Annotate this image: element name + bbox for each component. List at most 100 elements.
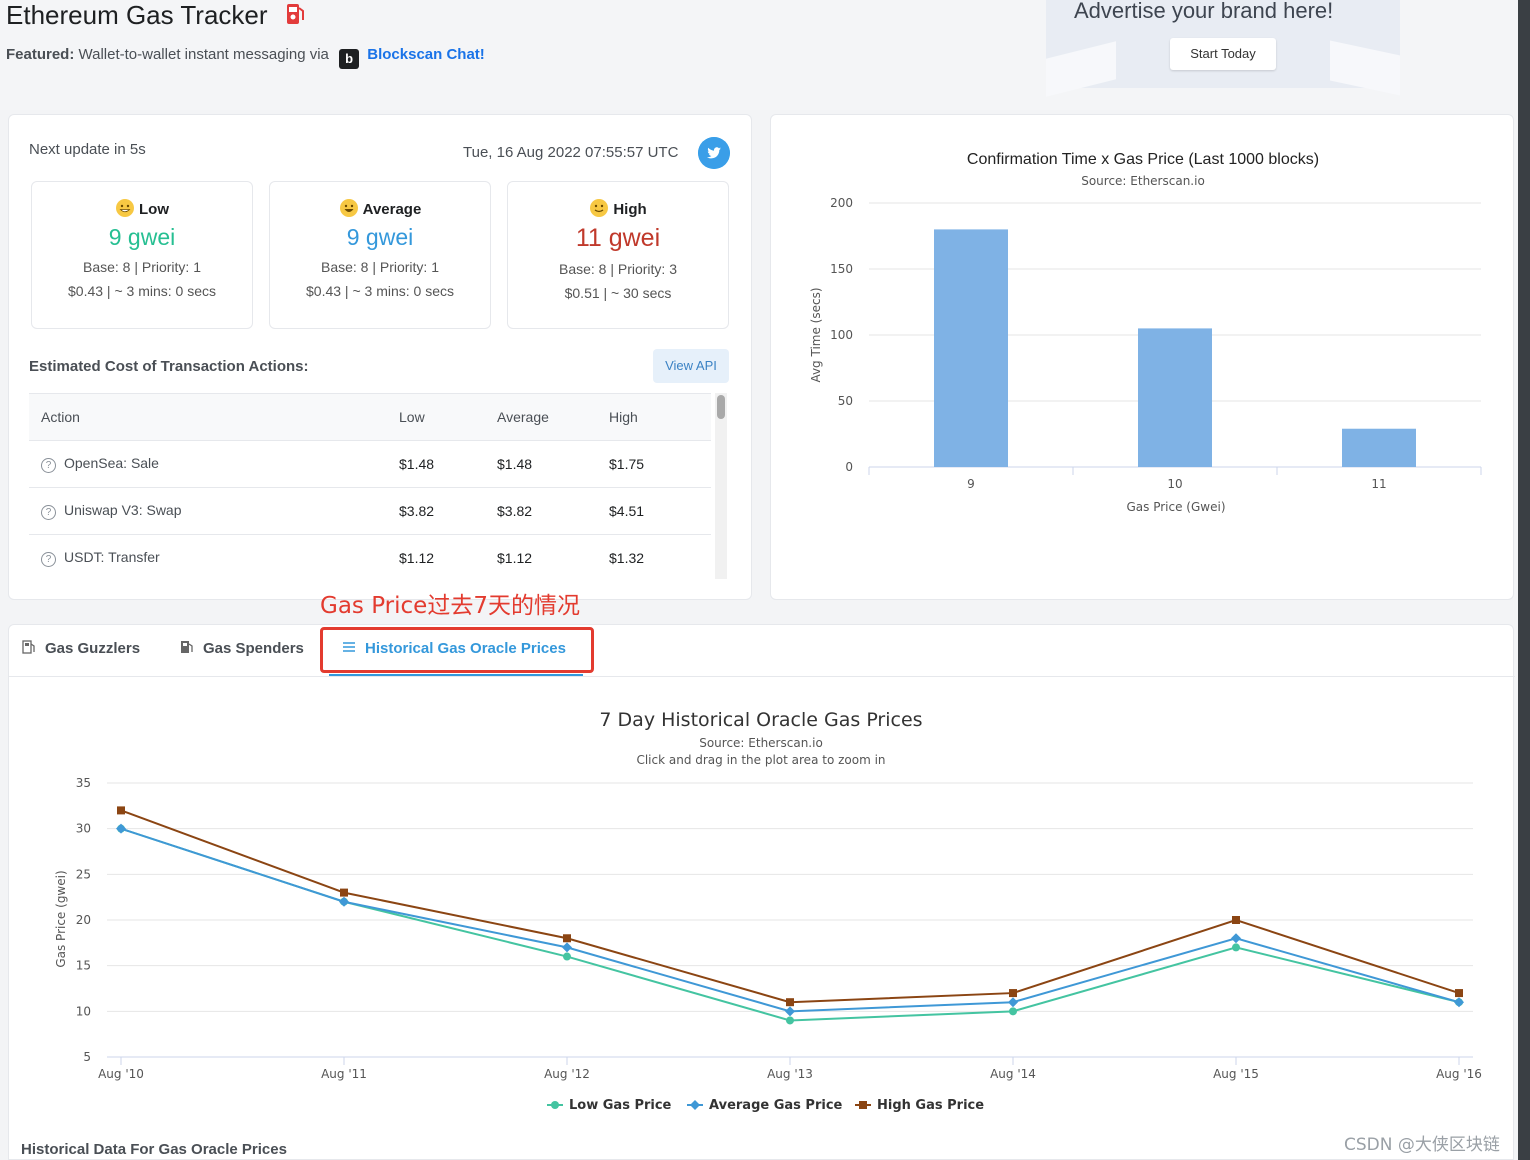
confirmation-time-chart[interactable]: Confirmation Time x Gas Price (Last 1000… <box>771 115 1515 601</box>
line-x-tick-label: Aug '12 <box>544 1067 590 1081</box>
gas-box-low: Low 9 gwei Base: 8 | Priority: 1 $0.43 |… <box>31 181 253 329</box>
ad-text: Advertise your brand here! <box>1074 0 1334 23</box>
ad-banner[interactable]: Advertise your brand here! Start Today <box>1046 0 1400 97</box>
high-cost: $0.51 | ~ 30 secs <box>564 285 672 301</box>
line-y-tick-label: 20 <box>76 913 91 927</box>
series-line-0 <box>120 827 1460 1022</box>
line-chart-subtitle: Source: Etherscan.io <box>699 736 823 750</box>
data-point <box>1232 916 1240 924</box>
column-header-low: Low <box>399 393 497 441</box>
bar-x-tick-label: 9 <box>967 477 975 491</box>
bar-y-tick-label: 150 <box>830 262 853 276</box>
average-price: 9 gwei <box>346 224 414 250</box>
page-title: Ethereum Gas Tracker <box>6 0 305 31</box>
line-x-tick-label: Aug '16 <box>1436 1067 1482 1081</box>
line-y-tick-label: 5 <box>83 1050 91 1064</box>
tab-historical-gas-oracle-prices[interactable]: Historical Gas Oracle Prices <box>341 639 566 657</box>
bar-9 <box>934 229 1008 467</box>
table-scrollbar[interactable] <box>715 393 727 579</box>
ad-decoration <box>1046 41 1116 97</box>
data-point <box>1232 943 1240 952</box>
cell-low: $3.82 <box>399 487 497 535</box>
historical-card: Gas Guzzlers Gas Spenders Historical Gas… <box>8 624 1515 1160</box>
tab-gas-spenders[interactable]: Gas Spenders <box>179 639 304 657</box>
line-x-tick-label: Aug '10 <box>98 1067 144 1081</box>
window-edge <box>1518 0 1530 1160</box>
data-point <box>786 1016 794 1025</box>
annotation-text: Gas Price过去7天的情况 <box>320 593 580 619</box>
blockscan-chat-link[interactable]: Blockscan Chat! <box>367 46 485 63</box>
gas-box-high: High 11 gwei Base: 8 | Priority: 3 $0.51… <box>507 181 729 329</box>
gas-pump-outline-icon <box>22 640 35 654</box>
data-point <box>1455 989 1463 998</box>
next-update-text: Next update in 5s <box>29 141 146 158</box>
data-point <box>563 952 571 961</box>
data-point <box>1009 989 1017 998</box>
high-base: Base: 8 | Priority: 3 <box>558 261 677 277</box>
bar-y-tick-label: 0 <box>845 460 853 474</box>
line-y-tick-label: 25 <box>76 867 91 881</box>
data-point <box>116 823 126 834</box>
question-circle-icon[interactable]: ? <box>41 505 56 520</box>
tab-gas-guzzlers[interactable]: Gas Guzzlers <box>21 639 140 657</box>
line-chart-hint: Click and drag in the plot area to zoom … <box>636 753 885 767</box>
average-cost: $0.43 | ~ 3 mins: 0 secs <box>306 283 454 299</box>
data-point <box>1008 997 1018 1008</box>
cell-average: $1.12 <box>497 550 533 567</box>
tab-bar: Gas Guzzlers Gas Spenders Historical Gas… <box>9 625 1515 677</box>
annotation-highlight-box <box>320 627 594 673</box>
level-label: Average <box>362 201 422 218</box>
data-point <box>1231 933 1241 944</box>
data-point <box>562 942 572 953</box>
table-header-row: Action Low Average High <box>29 393 711 441</box>
view-api-button[interactable]: View API <box>653 349 729 383</box>
bar-chart-ylabel: Avg Time (secs) <box>809 287 823 382</box>
grin-face-icon <box>116 199 134 217</box>
historical-data-caption: Historical Data For Gas Oracle Prices <box>21 1141 287 1158</box>
line-x-tick-label: Aug '11 <box>321 1067 367 1081</box>
cell-high: $1.75 <box>609 440 711 488</box>
line-y-tick-label: 30 <box>76 822 91 836</box>
table-row: ? USDT: Transfer $1.12 $1.12 $1.32 <box>29 535 711 582</box>
line-chart-title: 7 Day Historical Oracle Gas Prices <box>599 709 922 731</box>
timestamp: Tue, 16 Aug 2022 07:55:57 UTC <box>463 144 679 161</box>
line-y-tick-label: 15 <box>76 959 91 973</box>
blockscan-logo: b <box>339 49 360 69</box>
series-line-2 <box>120 809 1460 1004</box>
action-name: USDT: Transfer <box>64 549 160 566</box>
bar-y-tick-label: 100 <box>830 328 853 342</box>
bar-chart-title: Confirmation Time x Gas Price (Last 1000… <box>967 151 1319 168</box>
bar-11 <box>1342 428 1416 467</box>
legend-label: Low Gas Price <box>569 1098 672 1113</box>
gas-box-average: Average 9 gwei Base: 8 | Priority: 1 $0.… <box>269 181 491 329</box>
estimated-cost-title: Estimated Cost of Transaction Actions: <box>29 358 309 375</box>
high-price: 11 gwei <box>575 224 661 252</box>
data-point <box>340 888 348 897</box>
historical-gas-chart[interactable]: 7 Day Historical Oracle Gas Prices Sourc… <box>9 677 1515 1160</box>
watermark: CSDN @大侠区块链 <box>1344 1135 1500 1155</box>
data-point <box>786 998 794 1007</box>
gas-pump-icon <box>181 641 193 653</box>
smile-face-icon <box>339 199 358 217</box>
question-circle-icon[interactable]: ? <box>41 552 56 568</box>
cell-high: $1.32 <box>609 550 645 567</box>
average-base: Base: 8 | Priority: 1 <box>320 259 439 275</box>
line-chart-ylabel: Gas Price (gwei) <box>54 870 68 967</box>
start-today-button[interactable]: Start Today <box>1170 38 1276 70</box>
cell-low: $1.12 <box>399 550 435 567</box>
happy-face-icon <box>590 199 609 217</box>
action-name: OpenSea: Sale <box>64 455 159 471</box>
bar-chart-xlabel: Gas Price (Gwei) <box>1127 500 1226 514</box>
bar-10 <box>1138 328 1212 467</box>
featured-banner: Featured: Wallet-to-wallet instant messa… <box>6 46 485 69</box>
low-base: Base: 8 | Priority: 1 <box>82 259 201 275</box>
column-header-high: High <box>609 393 711 441</box>
scroll-thumb[interactable] <box>717 395 725 419</box>
line-y-tick-label: 35 <box>76 776 91 790</box>
active-tab-indicator <box>329 674 583 676</box>
twitter-icon[interactable] <box>698 137 730 169</box>
legend-marker <box>859 1101 867 1109</box>
bar-y-tick-label: 50 <box>838 394 853 408</box>
question-circle-icon[interactable]: ? <box>41 458 56 473</box>
bar-x-tick-label: 11 <box>1371 477 1386 491</box>
